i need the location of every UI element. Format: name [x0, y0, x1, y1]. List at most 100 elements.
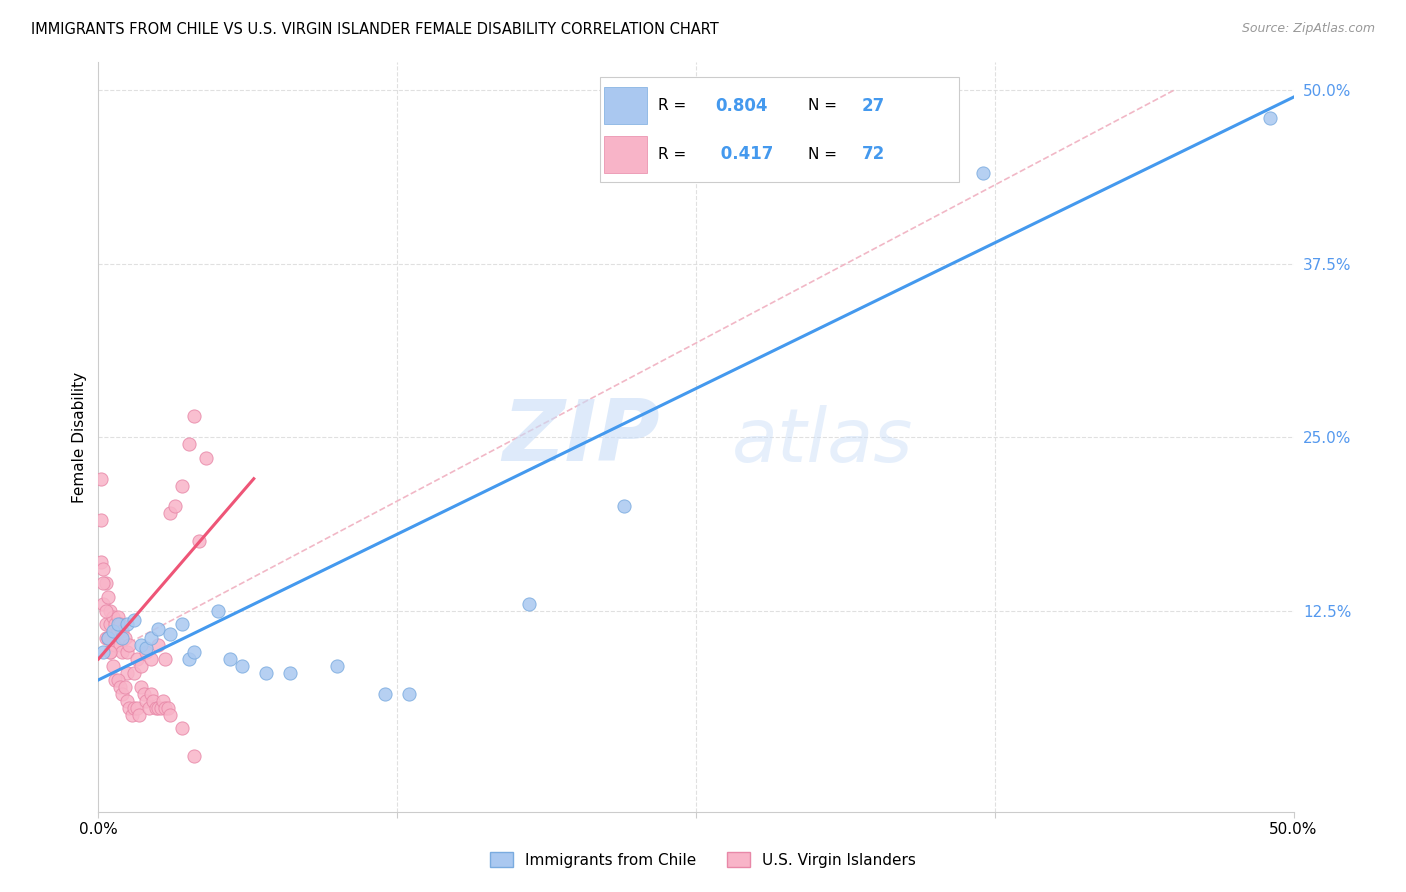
Point: [172, 722, 194, 736]
Point: [972, 166, 994, 180]
Point: [107, 673, 129, 687]
Point: [142, 694, 165, 708]
Point: [159, 507, 181, 521]
Point: [155, 700, 177, 714]
Point: [104, 638, 127, 652]
Point: [115, 645, 138, 659]
Point: [101, 624, 124, 639]
Point: [108, 680, 131, 694]
Point: [98, 645, 122, 659]
Text: Source: ZipAtlas.com: Source: ZipAtlas.com: [1241, 22, 1375, 36]
Point: [94, 617, 117, 632]
Point: [149, 700, 172, 714]
Point: [135, 694, 157, 708]
Point: [91, 575, 114, 590]
Point: [159, 627, 181, 641]
Point: [108, 638, 131, 652]
Point: [278, 665, 301, 680]
Point: [131, 638, 153, 652]
Point: [613, 500, 636, 514]
Point: [97, 632, 120, 646]
Point: [135, 640, 157, 655]
Point: [125, 700, 148, 714]
Legend: Immigrants from Chile, U.S. Virgin Islanders: Immigrants from Chile, U.S. Virgin Islan…: [482, 844, 924, 875]
Point: [195, 450, 218, 465]
Point: [148, 622, 170, 636]
Point: [145, 700, 167, 714]
Point: [101, 659, 124, 673]
Point: [98, 645, 122, 659]
Point: [183, 749, 205, 764]
Point: [139, 687, 162, 701]
Point: [139, 632, 162, 646]
Point: [101, 610, 124, 624]
Point: [155, 652, 177, 666]
Point: [172, 617, 194, 632]
Point: [108, 617, 131, 632]
Point: [94, 575, 117, 590]
Point: [179, 437, 201, 451]
Point: [97, 632, 120, 646]
Point: [114, 680, 136, 694]
Point: [115, 617, 138, 632]
Point: [107, 617, 129, 632]
Point: [183, 645, 205, 659]
Point: [97, 590, 120, 604]
Point: [94, 603, 117, 617]
Point: [115, 694, 138, 708]
Point: [172, 478, 194, 492]
Point: [132, 687, 155, 701]
Point: [90, 513, 112, 527]
Point: [104, 617, 127, 632]
Text: IMMIGRANTS FROM CHILE VS U.S. VIRGIN ISLANDER FEMALE DISABILITY CORRELATION CHAR: IMMIGRANTS FROM CHILE VS U.S. VIRGIN ISL…: [31, 22, 718, 37]
Point: [517, 597, 540, 611]
Point: [111, 624, 134, 639]
Point: [90, 472, 112, 486]
Point: [131, 680, 153, 694]
Point: [219, 652, 242, 666]
Y-axis label: Female Disability: Female Disability: [72, 371, 87, 503]
Point: [152, 694, 174, 708]
Point: [107, 624, 129, 639]
Point: [90, 555, 112, 569]
Point: [131, 659, 153, 673]
Point: [114, 632, 136, 646]
Point: [374, 687, 396, 701]
Text: ZIP: ZIP: [502, 395, 661, 479]
Point: [125, 652, 148, 666]
Point: [91, 562, 114, 576]
Point: [98, 617, 122, 632]
Point: [128, 707, 150, 722]
Point: [163, 500, 186, 514]
Point: [179, 652, 201, 666]
Point: [121, 707, 143, 722]
Point: [111, 687, 134, 701]
Point: [148, 638, 170, 652]
Point: [111, 645, 134, 659]
Point: [111, 632, 134, 646]
Point: [1258, 111, 1281, 125]
Point: [148, 700, 170, 714]
Point: [115, 665, 138, 680]
Point: [97, 632, 120, 646]
Point: [139, 652, 162, 666]
Point: [398, 687, 420, 701]
Point: [207, 603, 229, 617]
Point: [156, 700, 179, 714]
Point: [104, 673, 127, 687]
Point: [124, 613, 146, 627]
Point: [138, 700, 160, 714]
Point: [124, 665, 146, 680]
Point: [118, 638, 141, 652]
Point: [231, 659, 253, 673]
Point: [326, 659, 349, 673]
Point: [159, 707, 181, 722]
Point: [118, 700, 141, 714]
Point: [107, 610, 129, 624]
Point: [135, 645, 157, 659]
Point: [91, 597, 114, 611]
Point: [98, 603, 122, 617]
Text: atlas: atlas: [733, 405, 914, 477]
Point: [124, 700, 146, 714]
Point: [91, 645, 114, 659]
